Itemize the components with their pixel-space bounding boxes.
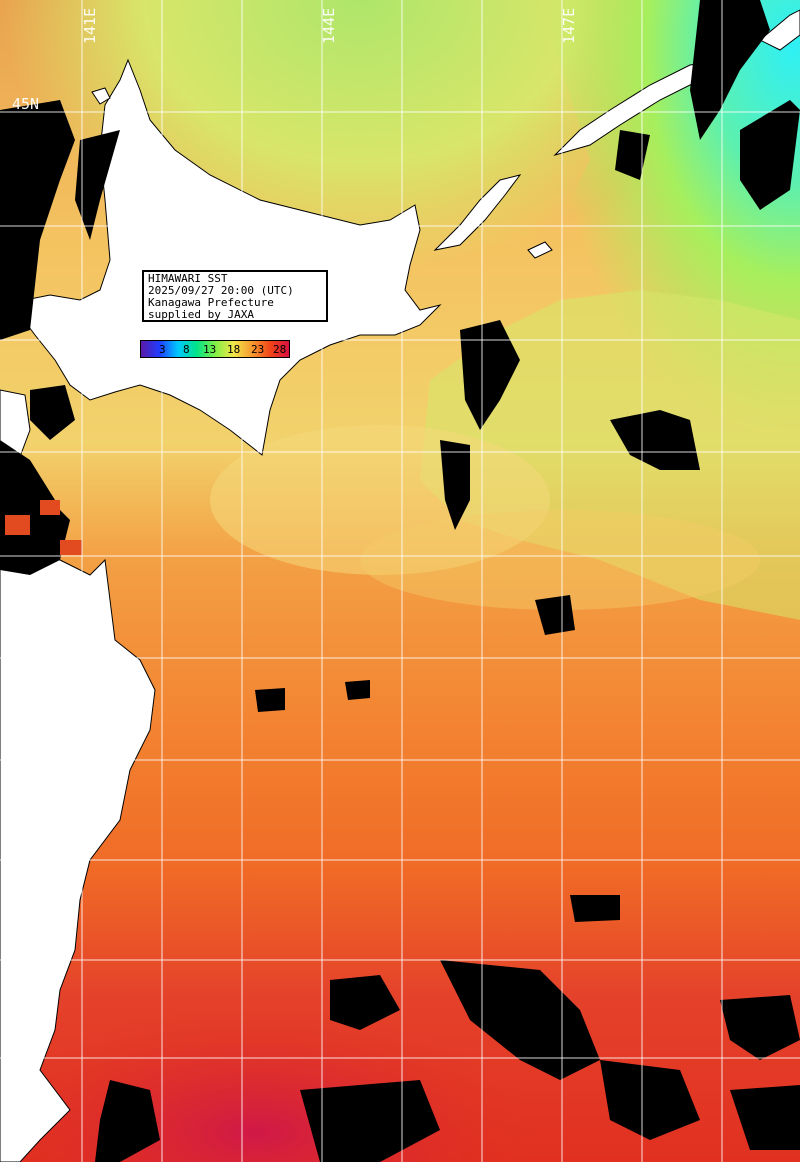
cloud-mid-3 <box>570 895 620 922</box>
legend-tick: 8 <box>183 343 190 356</box>
cloud-south-6 <box>730 1085 800 1150</box>
info-box: HIMAWARI SST 2025/09/27 20:00 (UTC) Kana… <box>142 270 328 322</box>
cloud-mid-1 <box>255 688 285 712</box>
info-datetime: 2025/09/27 20:00 (UTC) <box>148 284 294 297</box>
cloud-center <box>535 595 575 635</box>
info-prefecture: Kanagawa Prefecture <box>148 296 274 309</box>
cloud-ne-2 <box>740 100 800 210</box>
lon-label-141e: 141E <box>81 7 99 44</box>
land-honshu <box>0 539 156 1162</box>
cloud-northwest <box>0 100 75 340</box>
land-kuril-4 <box>759 9 800 51</box>
land-island-north <box>91 87 111 105</box>
land-hokkaido <box>19 58 442 456</box>
cloud-east-strip <box>460 320 520 430</box>
land-kuril-1 <box>433 174 522 251</box>
lon-label-147e: 147E <box>560 7 578 44</box>
legend-tick: 28 <box>273 343 287 356</box>
land-kuril-2 <box>527 241 553 259</box>
cloud-mid-4 <box>330 975 400 1030</box>
lat-label-45n: 45N <box>12 95 40 113</box>
cloud-mid-2 <box>345 680 370 700</box>
cloud-south-4 <box>300 1080 440 1162</box>
cloud-east-block <box>610 410 700 470</box>
legend-tick: 3 <box>159 343 166 356</box>
lon-label-144e: 144E <box>320 7 338 44</box>
cloud-hokkaido-bay <box>30 385 75 440</box>
cloud-south-3 <box>95 1080 160 1162</box>
sst-legend: 3 8 13 18 23 28 <box>140 340 290 358</box>
cloud-ne-3 <box>615 130 650 180</box>
sea-swirl-2 <box>360 510 760 610</box>
legend-tick: 23 <box>251 343 265 356</box>
cloud-nw-strip <box>75 130 120 240</box>
cloud-ne-1 <box>690 0 770 140</box>
red-patches <box>5 500 82 555</box>
legend-tick: 13 <box>203 343 217 356</box>
info-title: HIMAWARI SST <box>148 272 228 285</box>
legend-tick: 18 <box>227 343 241 356</box>
cloud-south-2 <box>600 1060 700 1140</box>
cloud-nemuro <box>440 440 470 530</box>
info-supplier: supplied by JAXA <box>148 308 254 321</box>
cloud-south-5 <box>720 995 800 1060</box>
cloud-south-1 <box>440 960 600 1080</box>
